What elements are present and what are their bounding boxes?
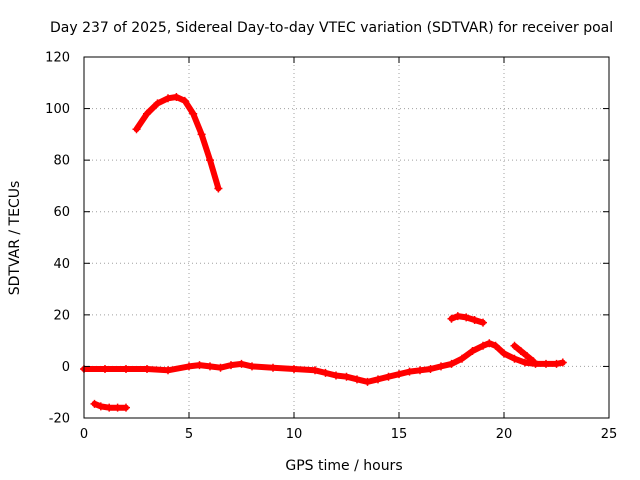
data-point: [363, 377, 372, 386]
data-point: [101, 365, 109, 374]
series-line: [511, 342, 537, 365]
data-point: [558, 358, 567, 367]
tick-labels: 0 5 10 15 20 25 -20 0 20 40 60 80 100 120: [45, 51, 617, 443]
data-point: [248, 362, 256, 371]
data-point: [214, 184, 223, 193]
data-point: [353, 375, 361, 384]
data-point: [552, 359, 561, 368]
y-tick-label: 80: [53, 154, 70, 169]
data-point: [374, 375, 382, 384]
data-point: [521, 358, 529, 367]
data-point: [458, 354, 466, 363]
data-point: [113, 403, 122, 412]
data-point: [523, 352, 532, 361]
data-point: [462, 313, 471, 322]
data-point: [479, 318, 487, 327]
y-tick-label: 40: [53, 257, 70, 272]
data-point: [105, 403, 114, 412]
series-arc-high: [132, 92, 223, 193]
y-tick-label: 120: [45, 51, 70, 66]
data-point: [269, 363, 277, 372]
data-point: [447, 359, 456, 368]
data-point: [197, 130, 206, 139]
data-point: [185, 362, 193, 371]
series-line: [133, 94, 222, 192]
data-point: [395, 370, 403, 379]
ticks: [83, 56, 610, 419]
data-point: [143, 365, 151, 374]
data-point: [426, 365, 435, 374]
data-point: [206, 156, 214, 165]
data-point: [405, 367, 414, 376]
y-tick-label: -20: [49, 412, 70, 427]
x-tick-label: 5: [185, 427, 193, 442]
data-point: [342, 372, 351, 381]
data-point: [321, 368, 330, 377]
data-point: [311, 366, 319, 375]
data-point: [227, 361, 235, 370]
series-line: [81, 340, 566, 385]
plot-frame: [83, 56, 610, 419]
data-point: [332, 371, 340, 380]
y-tick-label: 20: [53, 308, 70, 323]
data-layer: [80, 92, 567, 412]
data-point: [122, 365, 130, 374]
data-point: [206, 362, 214, 371]
data-point: [510, 341, 519, 350]
data-point: [189, 109, 198, 118]
data-point: [447, 314, 456, 323]
data-point: [153, 99, 162, 108]
data-point: [485, 339, 494, 348]
data-point: [470, 316, 479, 325]
x-tick-label: 10: [286, 427, 303, 442]
data-point: [237, 359, 246, 368]
data-point: [453, 312, 462, 321]
data-point: [122, 403, 130, 412]
x-tick-label: 0: [80, 427, 88, 442]
data-point: [164, 366, 172, 375]
data-point: [290, 365, 298, 374]
data-point: [172, 92, 181, 101]
x-tick-label: 20: [496, 427, 513, 442]
data-point: [542, 359, 550, 368]
data-point: [180, 96, 189, 105]
data-point: [531, 359, 540, 368]
series-baseline: [80, 339, 567, 386]
data-point: [132, 125, 141, 134]
data-point: [216, 363, 225, 372]
data-point: [90, 399, 99, 408]
x-axis-title: GPS time / hours: [285, 458, 402, 474]
y-axis-title: SDTVAR / TECUs: [7, 181, 23, 296]
data-point: [195, 361, 204, 370]
y-tick-label: 0: [62, 360, 70, 375]
y-tick-label: 60: [53, 205, 70, 220]
data-point: [164, 94, 172, 103]
data-point: [416, 366, 424, 375]
grid: [84, 57, 609, 418]
data-point: [143, 109, 151, 118]
x-tick-label: 15: [391, 427, 408, 442]
data-point: [96, 402, 105, 411]
series-arc-mid: [447, 312, 487, 327]
x-tick-label: 25: [601, 427, 618, 442]
data-point: [468, 346, 477, 355]
data-point: [510, 354, 519, 363]
data-point: [500, 349, 508, 358]
data-point: [479, 341, 487, 350]
y-tick-label: 100: [45, 102, 70, 117]
series-arc-low: [90, 399, 130, 412]
data-point: [516, 346, 525, 355]
data-point: [384, 372, 393, 381]
data-point: [437, 362, 445, 371]
chart-title: Day 237 of 2025, Sidereal Day-to-day VTE…: [50, 20, 613, 36]
data-point: [491, 341, 500, 350]
